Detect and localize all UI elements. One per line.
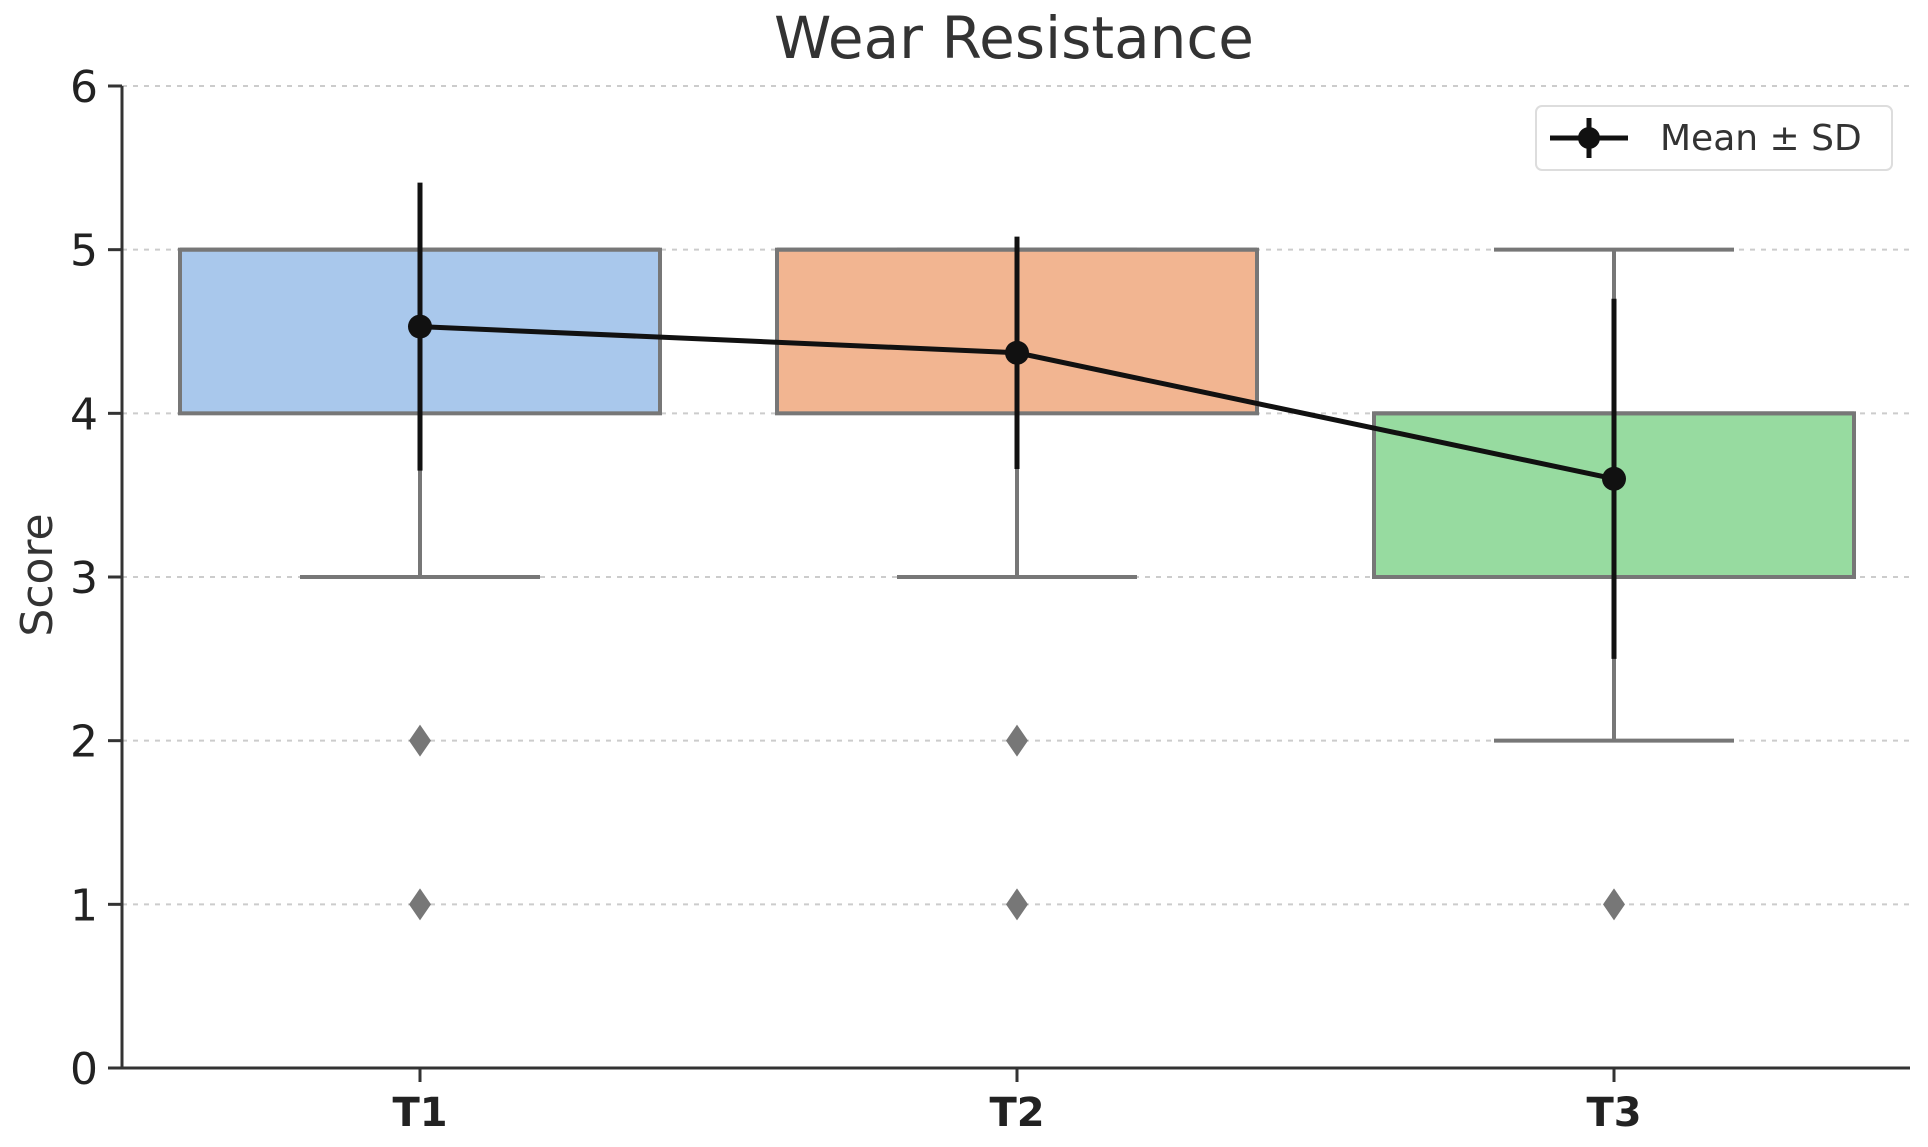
y-axis-label: Score: [12, 513, 63, 636]
x-tick-label: T1: [392, 1090, 447, 1136]
outlier-point: [1006, 724, 1028, 757]
y-tick-label: 3: [70, 553, 98, 604]
mean-sd-series: [408, 182, 1626, 659]
legend-label: Mean ± SD: [1660, 118, 1862, 159]
y-tick-label: 6: [70, 62, 98, 113]
axes: 0 1 2 3 4 5 6 T1 T2 T3: [70, 62, 1910, 1136]
outlier-point: [409, 888, 431, 921]
legend: Mean ± SD: [1535, 105, 1893, 171]
mean-point: [1005, 340, 1029, 365]
y-tick-label: 2: [70, 717, 98, 768]
legend-point-marker: [1578, 127, 1600, 149]
outlier-point: [409, 724, 431, 757]
x-tick-label: T3: [1586, 1090, 1641, 1136]
x-tick-label: T2: [989, 1090, 1044, 1136]
y-tick-label: 0: [70, 1044, 98, 1095]
y-tick-label: 4: [70, 389, 98, 440]
chart-title: Wear Resistance: [774, 4, 1254, 72]
y-tick-label: 5: [70, 226, 98, 277]
mean-point: [408, 314, 432, 339]
outlier-point: [1006, 888, 1028, 921]
y-tick-label: 1: [70, 880, 98, 931]
outliers: [409, 724, 1625, 921]
outlier-point: [1603, 888, 1625, 921]
legend-box: [1535, 105, 1893, 171]
mean-point: [1602, 466, 1626, 491]
